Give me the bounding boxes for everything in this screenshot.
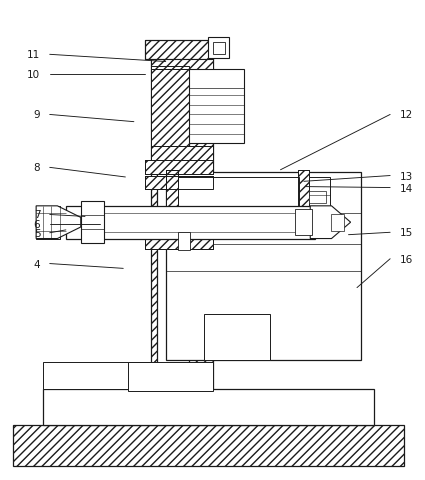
Polygon shape <box>42 362 151 389</box>
Bar <box>144 161 212 174</box>
Text: 8: 8 <box>34 163 40 173</box>
Bar <box>151 60 212 70</box>
Bar <box>81 201 104 243</box>
Bar <box>151 146 212 161</box>
Bar <box>166 170 178 214</box>
Text: 4: 4 <box>34 259 40 269</box>
Bar <box>178 178 299 209</box>
Bar <box>298 170 309 214</box>
Bar <box>213 43 225 55</box>
Text: 5: 5 <box>34 228 40 238</box>
Text: 16: 16 <box>400 254 413 264</box>
Text: 10: 10 <box>27 70 40 79</box>
Bar <box>166 173 361 360</box>
Bar <box>144 41 212 60</box>
Text: 9: 9 <box>34 110 40 120</box>
Bar <box>309 178 330 209</box>
Bar <box>295 210 312 236</box>
Text: 12: 12 <box>400 110 413 120</box>
Bar <box>151 146 212 161</box>
Bar <box>178 232 190 251</box>
Bar <box>204 314 270 360</box>
Bar <box>151 43 212 389</box>
Bar <box>157 43 189 389</box>
Bar <box>66 206 314 239</box>
Bar <box>144 238 212 250</box>
Bar <box>189 70 244 144</box>
Polygon shape <box>36 206 81 239</box>
Bar <box>42 389 374 425</box>
Text: 14: 14 <box>400 183 413 193</box>
Text: 15: 15 <box>400 228 413 238</box>
Bar <box>151 67 189 146</box>
Bar <box>208 38 229 59</box>
Bar <box>166 170 178 214</box>
Text: 7: 7 <box>34 210 40 220</box>
Bar <box>144 238 212 250</box>
Bar <box>128 362 212 391</box>
Bar <box>144 176 212 190</box>
Bar <box>309 192 326 204</box>
Bar <box>151 67 189 146</box>
Text: 11: 11 <box>27 50 40 60</box>
Text: 6: 6 <box>34 219 40 229</box>
Polygon shape <box>310 206 351 239</box>
Bar <box>144 176 212 190</box>
Bar <box>144 223 212 235</box>
Bar <box>298 170 309 214</box>
Bar <box>144 161 212 174</box>
Bar <box>331 214 344 231</box>
Text: 13: 13 <box>400 171 413 181</box>
Bar <box>144 41 212 60</box>
Bar <box>36 206 60 239</box>
Bar <box>13 425 404 466</box>
Bar <box>144 223 212 235</box>
Bar <box>151 60 212 70</box>
